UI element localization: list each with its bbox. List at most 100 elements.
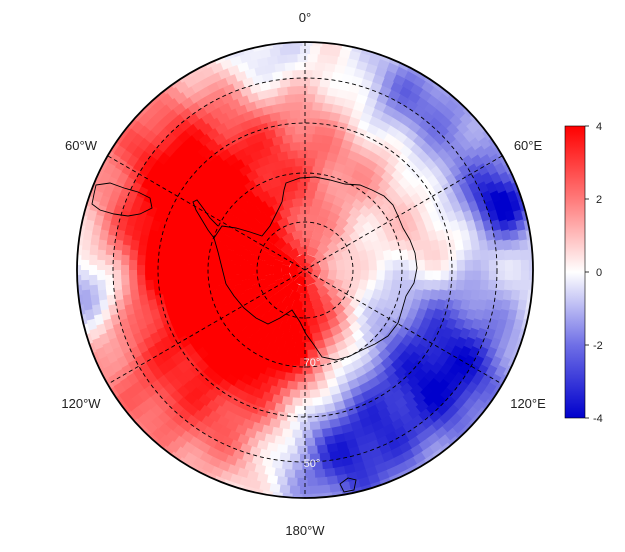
field-cell	[204, 315, 217, 330]
field-cell	[294, 373, 305, 383]
field-cell	[241, 200, 255, 215]
field-cell	[314, 190, 327, 201]
field-cell	[81, 238, 92, 251]
field-cell	[321, 134, 334, 145]
field-cell	[284, 190, 296, 201]
field-cell	[495, 279, 506, 292]
field-cell	[230, 122, 245, 136]
graticule	[107, 42, 503, 498]
field-cell	[163, 357, 177, 371]
field-cell	[392, 259, 402, 271]
field-cell	[183, 75, 198, 89]
field-cell	[144, 248, 155, 261]
field-cell	[276, 378, 289, 390]
field-cell	[411, 317, 424, 331]
field-cell	[435, 298, 447, 312]
field-cell	[241, 225, 255, 239]
field-cell	[268, 483, 281, 494]
field-cell	[266, 119, 279, 131]
field-cell	[504, 209, 516, 223]
field-cell	[293, 275, 305, 287]
field-cell	[333, 128, 347, 140]
field-cell	[109, 166, 123, 180]
field-cell	[279, 142, 292, 153]
field-cell	[429, 289, 441, 302]
field-cell	[367, 346, 381, 361]
field-cell	[494, 239, 505, 252]
field-cell	[266, 409, 279, 420]
field-cell	[302, 197, 314, 207]
field-cell	[446, 239, 457, 252]
field-cell	[248, 479, 262, 490]
field-cell	[341, 105, 354, 117]
field-cell	[248, 230, 261, 244]
field-cell	[296, 477, 308, 487]
field-cell	[133, 354, 147, 368]
field-cell	[345, 438, 359, 450]
field-cell	[85, 317, 98, 331]
field-cell	[329, 46, 342, 57]
field-cell	[243, 461, 257, 473]
field-cell	[349, 230, 362, 244]
field-cell	[209, 324, 223, 338]
field-cell	[80, 258, 90, 270]
field-cell	[309, 45, 322, 55]
field-cell	[276, 86, 289, 97]
field-cell	[304, 275, 317, 287]
field-cell	[232, 274, 243, 286]
field-cell	[323, 467, 336, 478]
field-cell	[323, 402, 336, 414]
lon-label-60e: 60°E	[514, 138, 543, 153]
field-cell	[369, 115, 383, 128]
field-cell	[238, 363, 252, 377]
field-cell	[246, 58, 260, 70]
field-cell	[223, 409, 237, 423]
field-cell	[375, 370, 390, 385]
colorbar-tick-0: 0	[596, 267, 602, 279]
field-cell	[297, 181, 308, 191]
field-cell	[294, 157, 306, 167]
field-cell	[503, 279, 514, 292]
field-cell	[88, 274, 98, 286]
field-cell	[389, 307, 402, 321]
field-cell	[168, 264, 178, 276]
field-cell	[293, 469, 305, 479]
field-cell	[370, 354, 384, 369]
field-cell	[372, 362, 387, 377]
field-cell	[144, 269, 154, 281]
field-cell	[210, 311, 224, 325]
field-cell	[462, 289, 473, 302]
field-cell	[234, 330, 249, 344]
field-cell	[197, 85, 212, 99]
field-cell	[271, 135, 284, 146]
field-cell	[209, 165, 223, 179]
antarctica-coastline	[213, 176, 418, 361]
field-cell	[254, 222, 268, 236]
field-cell	[311, 396, 324, 407]
field-cell	[278, 387, 291, 398]
field-cell	[291, 461, 303, 471]
field-cell	[307, 53, 319, 63]
field-cell	[432, 259, 442, 271]
field-cell	[218, 101, 233, 115]
field-cell	[338, 319, 352, 333]
field-cell	[391, 193, 405, 207]
field-cell	[327, 54, 339, 65]
field-cell	[336, 88, 349, 100]
field-cell	[326, 240, 340, 254]
field-cell	[309, 324, 321, 335]
field-cell	[329, 232, 344, 246]
field-cell	[410, 298, 422, 312]
field-cell	[430, 165, 444, 179]
field-cell	[421, 239, 433, 252]
field-cell	[149, 307, 161, 321]
field-cell	[234, 208, 248, 222]
field-cell	[160, 279, 171, 291]
field-cell	[328, 450, 341, 461]
field-cell	[286, 149, 299, 160]
field-cell	[379, 239, 392, 252]
field-cell	[337, 347, 351, 360]
field-cell	[421, 289, 432, 302]
field-cell	[89, 293, 100, 306]
